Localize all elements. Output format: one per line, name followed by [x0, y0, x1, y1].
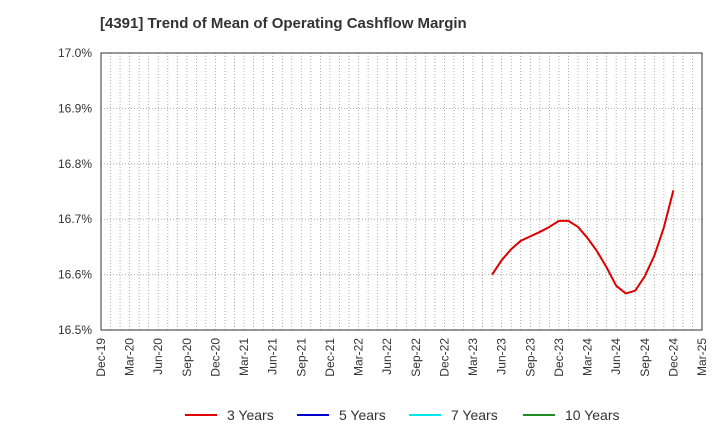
- legend-item-7-years: 7 Years: [409, 405, 498, 425]
- x-tick-label: Dec-22: [437, 338, 451, 377]
- legend-swatch-7-years: [409, 414, 441, 416]
- legend-item-10-years: 10 Years: [523, 405, 620, 425]
- legend-label-10-years: 10 Years: [565, 407, 620, 423]
- x-tick-label: Jun-23: [495, 338, 509, 375]
- y-tick-label: 16.8%: [58, 157, 92, 171]
- x-tick-label: Mar-24: [581, 338, 595, 376]
- x-tick-label: Dec-21: [323, 338, 337, 377]
- chart-title: [4391] Trend of Mean of Operating Cashfl…: [100, 15, 467, 32]
- x-tick-label: Mar-21: [237, 338, 251, 376]
- x-tick-label: Mar-20: [123, 338, 137, 376]
- x-tick-label: Jun-20: [151, 338, 165, 375]
- x-tick-label: Dec-23: [552, 338, 566, 377]
- x-tick-label: Jun-22: [380, 338, 394, 375]
- legend-label-3-years: 3 Years: [227, 407, 274, 423]
- x-tick-label: Dec-19: [94, 338, 108, 377]
- plot-frame: [100, 52, 703, 331]
- legend-item-5-years: 5 Years: [297, 405, 386, 425]
- y-tick-label: 16.6%: [58, 268, 92, 282]
- y-tick-label: 16.9%: [58, 101, 92, 115]
- plot-background: [101, 53, 702, 330]
- x-tick-label: Sep-21: [294, 338, 308, 377]
- series-line-3-years: [491, 190, 675, 295]
- y-tick-label: 16.7%: [58, 212, 92, 226]
- y-tick-label: 16.5%: [58, 323, 92, 337]
- legend-item-3-years: 3 Years: [185, 405, 274, 425]
- y-tick-label: 17.0%: [58, 46, 92, 60]
- x-tick-label: Sep-23: [523, 338, 537, 377]
- legend-label-5-years: 5 Years: [339, 407, 386, 423]
- x-tick-label: Mar-25: [695, 338, 709, 376]
- x-tick-label: Dec-20: [208, 338, 222, 377]
- x-tick-label: Dec-24: [666, 338, 680, 377]
- x-tick-label: Jun-24: [609, 338, 623, 375]
- x-tick-label: Mar-23: [466, 338, 480, 376]
- legend-swatch-3-years: [185, 414, 217, 416]
- chart-legend: 3 Years 5 Years 7 Years 10 Years: [0, 405, 720, 425]
- x-tick-label: Mar-22: [352, 338, 366, 376]
- legend-swatch-5-years: [297, 414, 329, 416]
- legend-swatch-10-years: [523, 414, 555, 416]
- x-tick-label: Sep-20: [180, 338, 194, 377]
- x-tick-label: Sep-22: [409, 338, 423, 377]
- x-tick-label: Jun-21: [266, 338, 280, 375]
- x-tick-label: Sep-24: [638, 338, 652, 377]
- legend-label-7-years: 7 Years: [451, 407, 498, 423]
